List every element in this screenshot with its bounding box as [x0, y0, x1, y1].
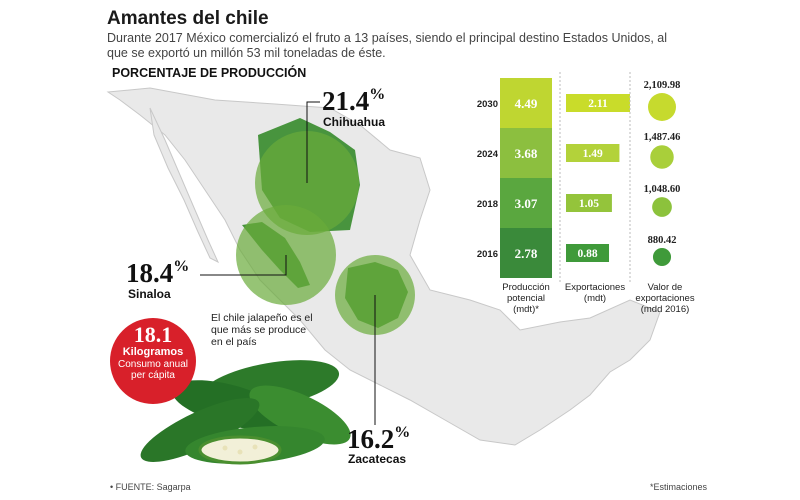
value-label-2018: 1,048.60: [644, 184, 681, 195]
year-label-2018: 2018: [477, 199, 498, 210]
production-export-chart: 2030 2024 2018 2016 4.49 3.68 3.07 2.78 2.11 1.49…: [477, 72, 695, 315]
jalapeno-note: El chile jalapeño es el que más se produ…: [211, 312, 313, 348]
consumption-badge: 18.1 Kilogramos Consumo anual per cápita: [110, 318, 196, 404]
year-label-2016: 2016: [477, 249, 498, 260]
badge-description: Consumo anual per cápita: [117, 359, 189, 381]
sinaloa-label: Sinaloa: [128, 287, 171, 301]
value-label-2024: 1,487.46: [644, 132, 681, 143]
estimates-note: *Estimaciones: [650, 482, 708, 492]
export-bar-2016: [566, 244, 610, 262]
value-label-2030: 2,109.98: [644, 80, 681, 91]
source-note: • FUENTE: Sagarpa: [110, 482, 191, 492]
value-circle-2018: [652, 197, 672, 217]
map-section-title: PORCENTAJE DE PRODUCCIÓN: [112, 66, 307, 80]
production-value-2016: 2.78: [515, 246, 538, 261]
column-label-3: Valor de exportaciones (mdd 2016): [635, 282, 694, 315]
export-bar-2024: [566, 144, 620, 162]
value-label-2016: 880.42: [648, 235, 677, 246]
value-circle-2016: [652, 247, 672, 267]
column-label-2: Exportaciones (mdt): [565, 282, 625, 304]
export-value-2016: 0.88: [577, 248, 597, 260]
chihuahua-percent: 21.4%: [322, 86, 386, 116]
production-value-2030: 4.49: [515, 96, 538, 111]
leader-lines: [200, 101, 376, 425]
value-circle-2030: [648, 93, 676, 121]
value-circle-2024: [650, 145, 674, 169]
production-block-2018: [500, 178, 552, 228]
production-value-2018: 3.07: [515, 196, 538, 211]
badge-number: 18.1: [133, 322, 173, 347]
export-bar-2030: [566, 94, 630, 112]
page-subtitle: Durante 2017 México comercializó el frut…: [107, 31, 668, 60]
jalapeno-illustration: [140, 360, 351, 465]
production-block-2024: [500, 128, 552, 178]
year-label-2024: 2024: [477, 149, 499, 160]
export-value-2024: 1.49: [583, 148, 603, 160]
production-block-2030: [500, 78, 552, 128]
export-bar-2018: [566, 194, 612, 212]
badge-unit: Kilogramos: [122, 346, 184, 358]
zacatecas-label: Zacatecas: [348, 452, 407, 466]
sinaloa-percent: 18.4%: [126, 258, 190, 288]
page-title: Amantes del chile: [107, 8, 269, 29]
production-value-2024: 3.68: [515, 146, 538, 161]
export-value-2018: 1.05: [579, 198, 599, 210]
column-label-1: Producción potencial (mdt)*: [502, 282, 550, 315]
export-value-2030: 2.11: [588, 98, 608, 110]
chihuahua-label: Chihuahua: [323, 115, 385, 129]
year-label-2030: 2030: [477, 99, 498, 110]
zacatecas-percent: 16.2%: [347, 424, 411, 454]
production-block-2016: [500, 228, 552, 278]
